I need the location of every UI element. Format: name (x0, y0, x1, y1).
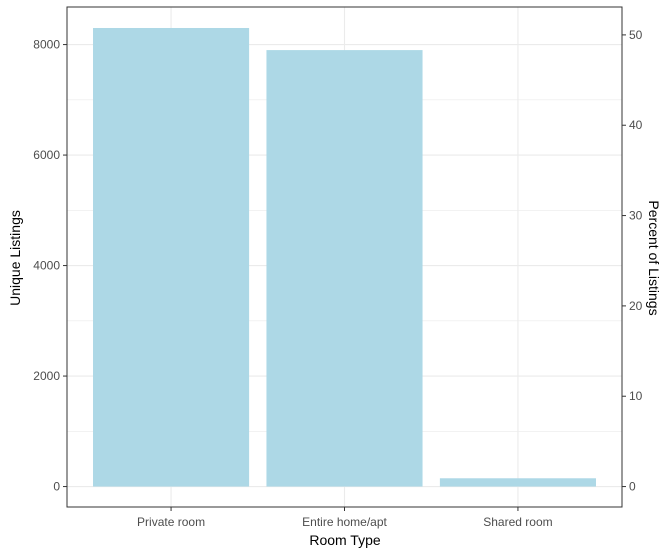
x-tick-label: Shared room (483, 515, 552, 529)
y2-axis-title: Percent of Listings (646, 200, 662, 315)
y2-tick-label: 0 (629, 480, 636, 494)
y-tick-label: 2000 (33, 369, 60, 383)
y-tick-label: 4000 (33, 259, 60, 273)
y-axis-right: 0 10 20 30 40 50 (622, 28, 643, 494)
bars (93, 27, 596, 487)
y2-tick-label: 40 (629, 118, 643, 132)
bar (93, 27, 250, 487)
x-axis-title: Room Type (309, 532, 381, 548)
x-tick-label: Private room (137, 515, 205, 529)
bar (266, 50, 423, 487)
bar (439, 478, 596, 487)
x-tick-label: Entire home/apt (302, 515, 387, 529)
y-axis-left: 0 2000 4000 6000 8000 (33, 38, 67, 494)
y-tick-label: 8000 (33, 38, 60, 52)
y2-tick-label: 50 (629, 28, 643, 42)
y-tick-label: 6000 (33, 148, 60, 162)
y2-tick-label: 10 (629, 389, 643, 403)
y2-tick-label: 30 (629, 209, 643, 223)
y-axis-title: Unique Listings (7, 210, 23, 306)
y2-tick-label: 20 (629, 299, 643, 313)
x-axis: Private room Entire home/apt Shared room (137, 507, 553, 529)
y-tick-label: 0 (53, 480, 60, 494)
